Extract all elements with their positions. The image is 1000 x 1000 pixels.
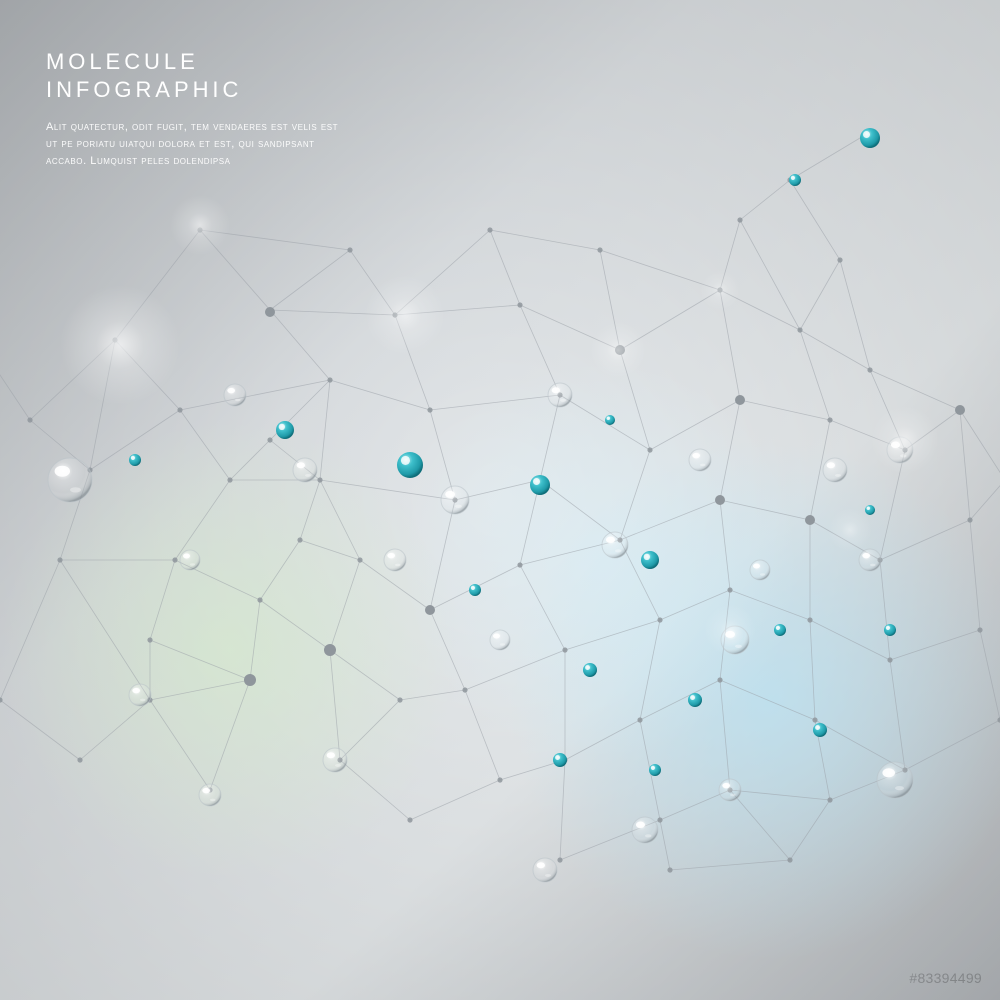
- title-line-1: MOLECULE: [46, 49, 199, 74]
- header-block: MOLECULE INFOGRAPHIC Alit quatectur, odi…: [46, 48, 346, 170]
- stock-watermark: #83394499: [909, 970, 982, 986]
- intro-paragraph: Alit quatectur, odit fugit, tem vendaere…: [46, 119, 346, 170]
- title-line-2: INFOGRAPHIC: [46, 77, 242, 102]
- page-title: MOLECULE INFOGRAPHIC: [46, 48, 346, 103]
